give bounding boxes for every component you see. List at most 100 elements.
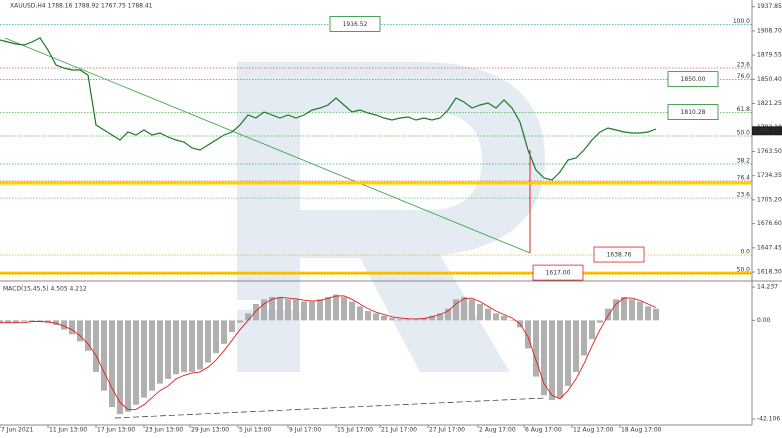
histogram-bar [509, 320, 515, 321]
histogram-bar [109, 320, 115, 408]
y-tick-label: 1879.55 [757, 52, 782, 59]
histogram-bar [133, 320, 139, 405]
histogram-bar [645, 306, 651, 321]
histogram-bar [333, 294, 339, 321]
histogram-bar [533, 320, 539, 377]
histogram-bar [525, 320, 531, 349]
price-label: 1916.52 [343, 21, 368, 28]
histogram-bar [181, 320, 187, 372]
histogram-bar [389, 318, 395, 321]
histogram-bar [101, 320, 107, 391]
x-tick-label: 9 Jul 17:00 [289, 427, 321, 434]
histogram-bar [29, 320, 35, 322]
x-tick-label: 27 Jul 17:00 [429, 427, 465, 434]
histogram-bar [445, 308, 451, 321]
histogram-bar [461, 296, 467, 321]
histogram-bar [237, 320, 243, 323]
level-label: 23.6 [737, 62, 751, 69]
level-label: 0.0 [740, 249, 750, 256]
last-price-box [752, 126, 782, 136]
price-label: 1810.28 [681, 109, 706, 116]
histogram-bar [437, 313, 443, 321]
histogram-bar [309, 301, 315, 321]
price-label: 1617.00 [546, 270, 571, 277]
histogram-bar [45, 320, 51, 323]
level-label: 76.0 [737, 73, 751, 80]
histogram-bar [21, 320, 27, 322]
histogram-bar [5, 320, 11, 323]
histogram-bar [261, 299, 267, 321]
x-tick-label: 6 Aug 17:00 [525, 427, 562, 434]
x-tick-label: 5 Jul 13:00 [239, 427, 271, 434]
histogram-bar [541, 320, 547, 396]
last-price: 1788.41 [754, 127, 779, 134]
price-label-box [667, 104, 719, 121]
histogram-bar [125, 320, 131, 412]
price-label: 1850.00 [681, 76, 706, 83]
y-tick-label: 1937.85 [757, 3, 782, 10]
histogram-bar [197, 320, 203, 370]
y-tick-label: 1821.25 [757, 100, 782, 107]
y-tick-label: 1763.50 [757, 148, 782, 155]
histogram-bar [165, 320, 171, 379]
histogram-bar [93, 320, 99, 372]
histogram-bar [581, 320, 587, 356]
level-label: 76.4 [737, 175, 751, 182]
price-label-box [667, 71, 719, 88]
histogram-bar [469, 299, 475, 321]
histogram-bar [501, 315, 507, 321]
y-tick-label: 0.00 [757, 317, 771, 324]
histogram-bar [397, 319, 403, 321]
histogram-bar [253, 303, 259, 321]
histogram-bar [653, 308, 659, 321]
histogram-bar [485, 308, 491, 321]
y-tick-label: 1908.70 [757, 27, 782, 34]
x-tick-label: 15 Jul 17:00 [337, 427, 373, 434]
x-tick-label: 12 Aug 17:00 [573, 427, 614, 434]
histogram-bar [605, 308, 611, 321]
histogram-bar [365, 310, 371, 321]
histogram-bar [565, 320, 571, 386]
histogram-bar [85, 320, 91, 351]
watermark-r [237, 62, 545, 372]
histogram-bar [413, 319, 419, 321]
price-label-box [593, 246, 645, 263]
support-line [0, 181, 752, 185]
histogram-bar [157, 320, 163, 384]
price-label: 1638.76 [607, 252, 632, 259]
histogram-bar [557, 320, 563, 398]
histogram-bar [285, 299, 291, 321]
histogram-bar [205, 320, 211, 363]
histogram-bar [477, 303, 483, 321]
histogram-bar [357, 306, 363, 321]
chart-title: XAUUSD,H4 1788.16 1788.92 1767.75 1788.4… [10, 3, 153, 10]
histogram-bar [0, 320, 3, 323]
y-tick-label: 1676.60 [757, 220, 782, 227]
y-tick-label: 1850.40 [757, 76, 782, 83]
histogram-bar [141, 320, 147, 398]
histogram-bar [317, 299, 323, 321]
histogram-bar [325, 296, 331, 321]
histogram-bar [621, 296, 627, 321]
x-tick-label: 23 Jun 13:00 [145, 427, 183, 434]
histogram-bar [277, 296, 283, 321]
level-label: 100.0 [733, 18, 750, 25]
histogram-bar [301, 301, 307, 321]
x-tick-label: 7 Jun 2021 [1, 427, 33, 434]
histogram-bar [597, 320, 603, 323]
histogram-bar [269, 296, 275, 321]
histogram-bar [69, 320, 75, 335]
histogram-bar [373, 313, 379, 321]
x-tick-label: 17 Jun 13:00 [97, 427, 135, 434]
histogram-bar [189, 320, 195, 372]
histogram-bar [61, 320, 67, 330]
x-tick-label: 11 Jun 13:00 [49, 427, 87, 434]
histogram-bar [53, 320, 59, 326]
histogram-bar [421, 318, 427, 321]
level-label: 50.0 [737, 267, 751, 274]
histogram-bar [37, 320, 43, 322]
histogram-bar [573, 320, 579, 372]
histogram-bar [77, 320, 83, 342]
trend-line [4, 37, 531, 254]
